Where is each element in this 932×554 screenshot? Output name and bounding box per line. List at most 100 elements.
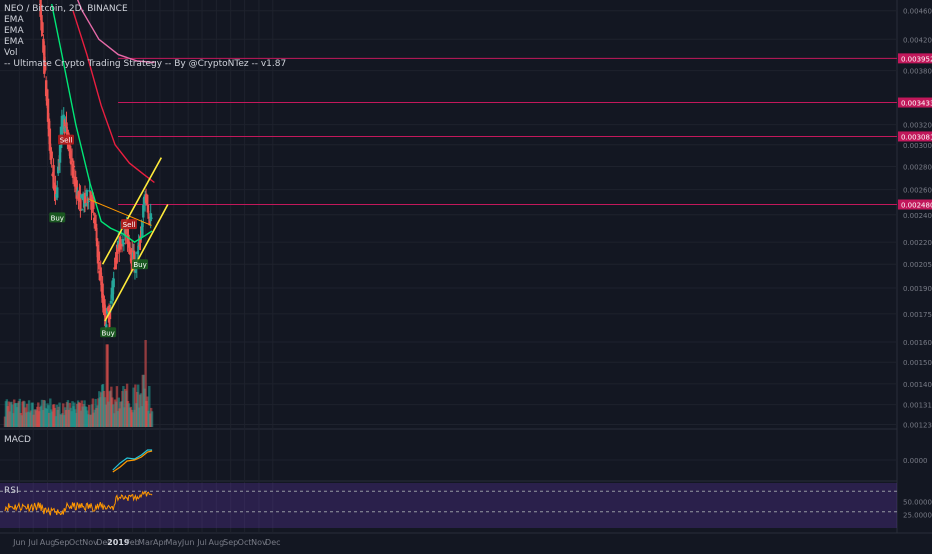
candle-body	[93, 220, 97, 224]
macd-tick-label: 0.0000	[903, 457, 928, 465]
volume-bar	[106, 344, 109, 427]
legend-ema-2[interactable]: EMA	[4, 26, 24, 36]
signal-label: Buy	[51, 214, 64, 222]
volume-bar	[132, 387, 135, 427]
channel-upper-line	[101, 157, 163, 265]
candle-body	[64, 125, 67, 132]
candle-body	[79, 193, 82, 212]
time-tick-label: Nov	[82, 538, 98, 547]
candle-body	[149, 213, 152, 222]
candle-body	[112, 278, 115, 288]
chart-legend: NEO / Bitcoin, 2D, BINANCE EMA EMA EMA V…	[4, 4, 286, 70]
level-price-label: 0.003952	[901, 55, 932, 63]
candle-body	[47, 118, 51, 137]
candle-body	[75, 180, 78, 199]
candle-body	[103, 299, 106, 309]
candle-body	[85, 190, 89, 197]
macd-line	[112, 449, 153, 471]
candle-body	[104, 307, 107, 326]
candle-body	[81, 209, 84, 211]
candle-body	[69, 161, 73, 165]
rsi-pane-label[interactable]: RSI	[4, 486, 19, 496]
volume-bars	[3, 340, 154, 427]
candle-body	[69, 145, 72, 159]
signal-label: Sell	[60, 137, 73, 145]
macd-signal-line	[112, 450, 153, 473]
candle-body	[109, 300, 113, 304]
legend-ema-1[interactable]: EMA	[4, 15, 24, 25]
candle-body	[99, 267, 102, 278]
volume-bar	[115, 386, 119, 427]
macd-pane-label[interactable]: MACD	[4, 435, 31, 445]
candle-body	[41, 22, 44, 33]
legend-strategy[interactable]: -- Ultimate Crypto Trading Strategy -- B…	[4, 59, 287, 69]
time-tick-label: Feb	[126, 538, 140, 547]
candle-body	[44, 80, 48, 97]
candle-body	[105, 324, 108, 329]
candle-body	[95, 238, 99, 247]
volume-bar	[18, 398, 21, 427]
legend-volume[interactable]: Vol	[4, 48, 18, 58]
candle-body	[70, 158, 74, 160]
legend-symbol[interactable]: NEO / Bitcoin, 2D, BINANCE	[4, 4, 128, 14]
time-tick-label: Aug	[209, 538, 225, 547]
time-tick-label: Dec	[265, 538, 280, 547]
candle-body	[116, 250, 119, 254]
signal-label: Sell	[123, 221, 136, 229]
buy-signal: Buy	[49, 212, 66, 223]
candle-body	[118, 236, 122, 250]
volume-bar	[137, 384, 140, 427]
candle-body	[72, 165, 76, 168]
rsi-band	[0, 483, 897, 528]
trendline	[88, 199, 152, 226]
candle-body	[88, 190, 91, 192]
candle-body	[77, 191, 80, 201]
time-tick-label: Aug	[40, 538, 56, 547]
candle-body	[106, 308, 109, 314]
candle-body	[133, 271, 137, 273]
signal-box	[58, 134, 75, 145]
signal-label: Buy	[101, 329, 114, 337]
candle-body	[54, 185, 57, 195]
candle-body	[43, 45, 46, 74]
buy-signal: Buy	[132, 259, 149, 270]
time-tick-label: Jun	[181, 538, 195, 547]
candle-body	[94, 223, 98, 230]
level-price-label: 0.003081	[901, 133, 932, 141]
time-tick-label: Sep	[223, 538, 238, 547]
candle-body	[106, 307, 110, 311]
candle-body	[97, 251, 101, 261]
candle-body	[115, 254, 118, 264]
candle-body	[147, 216, 151, 219]
candle-body	[81, 193, 85, 201]
candle-body	[65, 122, 68, 128]
candle-body	[44, 62, 47, 71]
candle-body	[52, 165, 55, 189]
candle-body	[48, 128, 52, 151]
candle-body	[127, 234, 130, 244]
candle-body	[122, 243, 126, 245]
legend-ema-3[interactable]: EMA	[4, 37, 24, 47]
rsi-tick-label: 50.0000	[903, 499, 932, 507]
candle-body	[129, 249, 132, 255]
candle-body	[128, 242, 131, 254]
sell-signal: Sell	[58, 134, 75, 145]
signal-label: Buy	[133, 261, 146, 269]
candle-body	[71, 163, 75, 178]
candle-body	[148, 218, 151, 225]
